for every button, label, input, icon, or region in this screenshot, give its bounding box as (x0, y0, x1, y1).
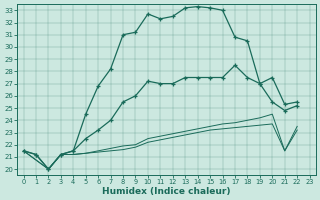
X-axis label: Humidex (Indice chaleur): Humidex (Indice chaleur) (102, 187, 231, 196)
